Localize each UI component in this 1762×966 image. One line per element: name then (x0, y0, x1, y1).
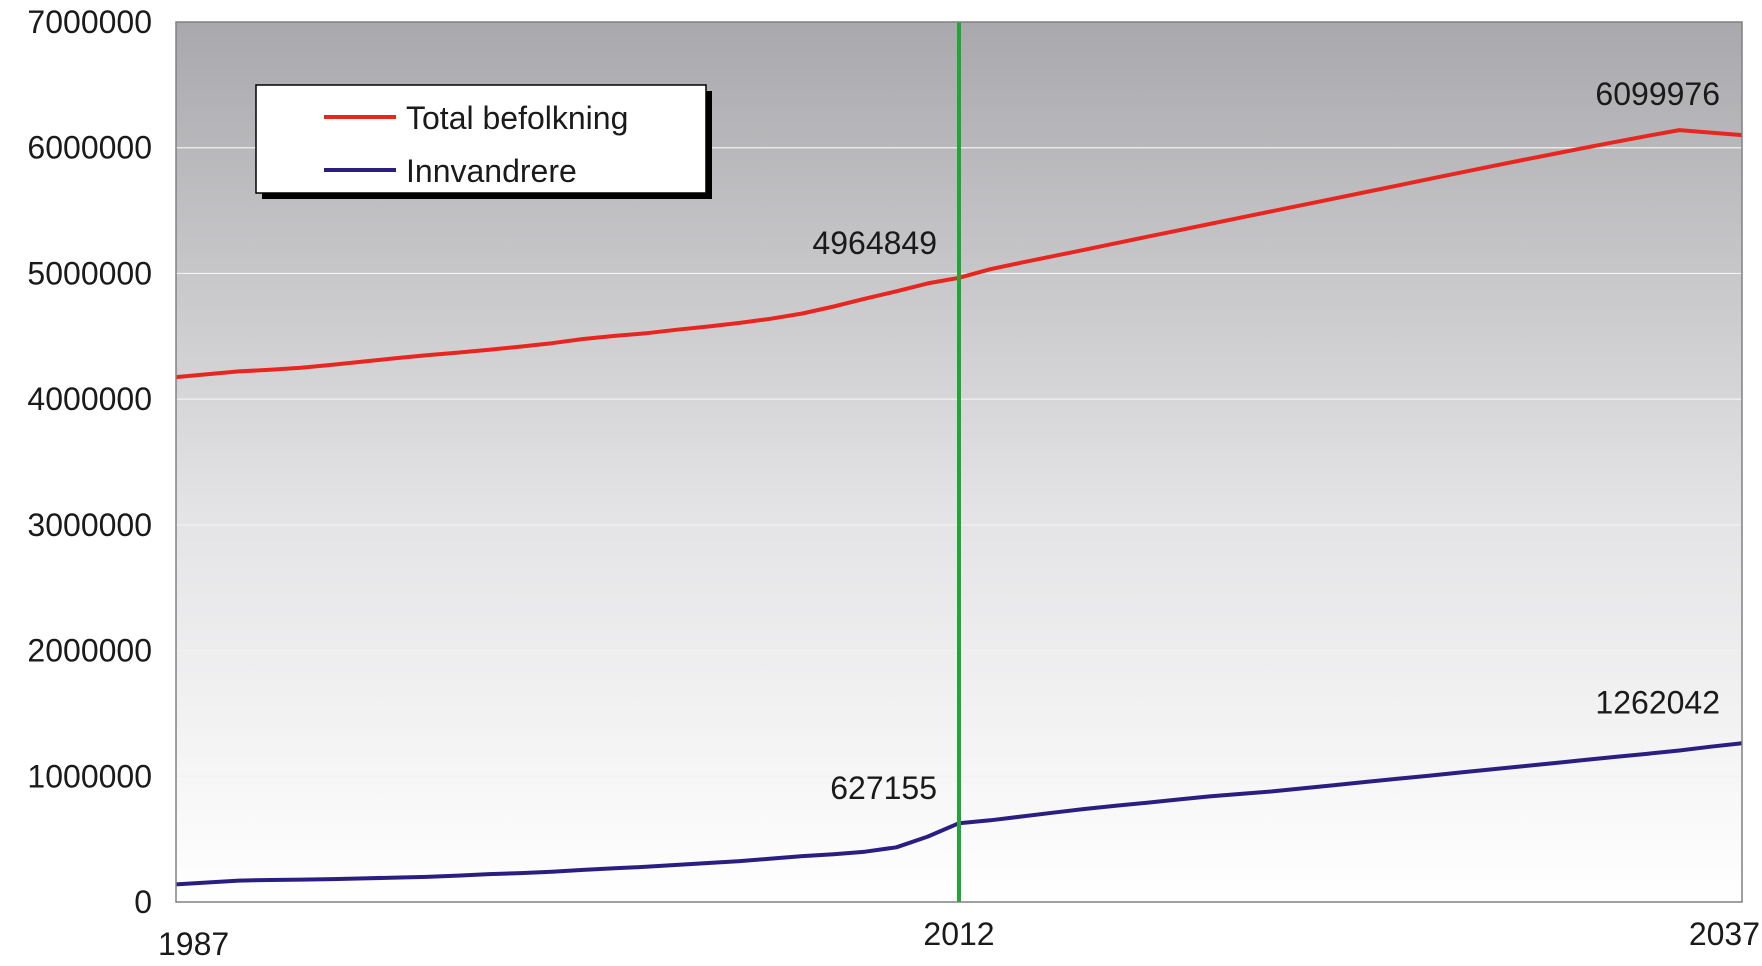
legend: Total befolkning Innvandrere (255, 84, 712, 199)
y-tick-label-2: 2000000 (27, 633, 152, 669)
data-label-s1-0: 627155 (830, 770, 937, 806)
x-axis: 1987 2012 2037 (158, 916, 1760, 962)
x-tick-label-2: 2037 (1689, 916, 1760, 952)
legend-box (255, 84, 707, 194)
data-label-s0-1: 6099976 (1595, 76, 1720, 112)
data-labels: 4964849 6099976 627155 1262042 (812, 76, 1720, 806)
legend-label-0: Total befolkning (406, 100, 628, 136)
y-axis: 0 1000000 2000000 3000000 4000000 5000000 6000… (27, 4, 152, 920)
y-tick-label-7: 7000000 (27, 4, 152, 40)
y-tick-label-0: 0 (134, 884, 152, 920)
y-tick-label-3: 3000000 (27, 507, 152, 543)
legend-label-1: Innvandrere (406, 153, 577, 189)
y-tick-label-1: 1000000 (27, 758, 152, 794)
x-tick-label-1: 2012 (923, 916, 994, 952)
y-tick-label-6: 6000000 (27, 130, 152, 166)
y-tick-label-4: 4000000 (27, 381, 152, 417)
x-tick-label-0: 1987 (158, 926, 229, 962)
plot-border (175, 21, 1743, 903)
y-tick-label-5: 5000000 (27, 255, 152, 291)
data-label-s0-0: 4964849 (812, 225, 937, 261)
data-label-s1-1: 1262042 (1595, 684, 1720, 720)
